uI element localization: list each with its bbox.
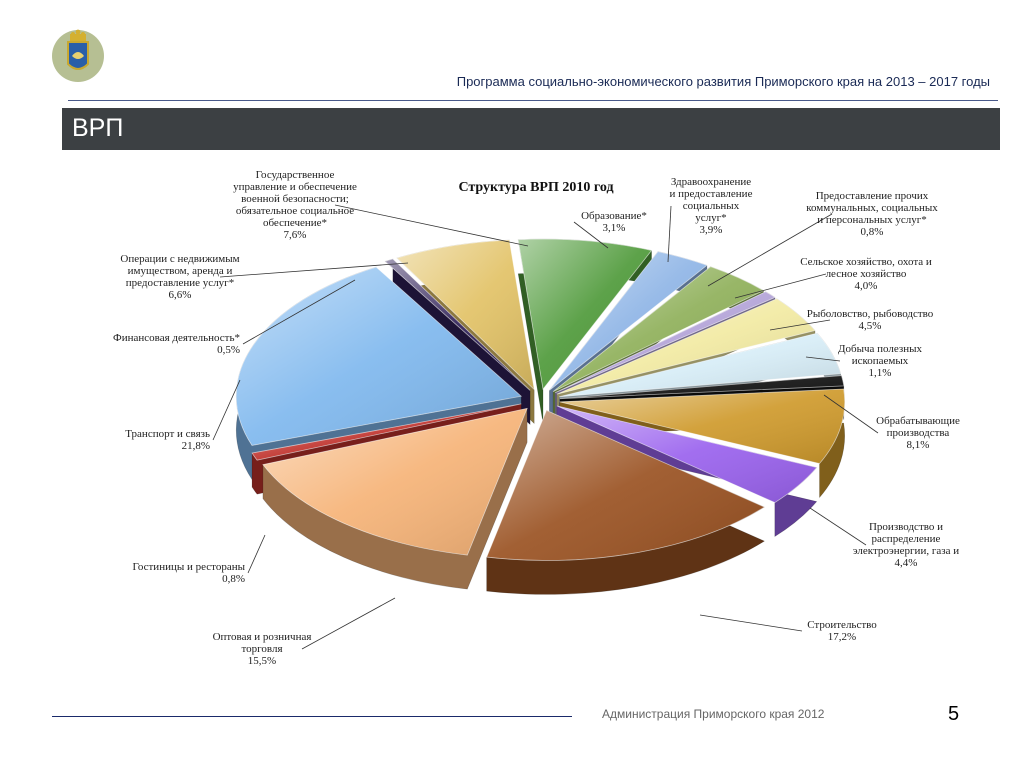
slice-label-5: Рыболовство, рыбоводство 4,5%	[807, 308, 934, 332]
header-divider	[68, 100, 998, 101]
leader-line-0	[334, 204, 529, 247]
leader-lines	[212, 204, 879, 650]
pie-slice-sheen-14	[396, 240, 535, 390]
slice-label-14: Операции с недвижимым имуществом, аренда …	[120, 253, 239, 301]
pie-slice-sheen-0	[518, 239, 652, 390]
pie-slice-sheen-7	[559, 389, 845, 464]
slice-label-2: Здравоохранение и предоставление социальны…	[670, 176, 753, 236]
leader-line-3	[707, 213, 833, 287]
leader-line-8	[809, 507, 867, 546]
program-title: Программа социально-экономического разви…	[456, 74, 990, 89]
footer-organization: Администрация Приморского края 2012	[602, 707, 825, 721]
leader-line-12	[212, 379, 241, 441]
leader-line-1	[573, 221, 609, 249]
pie-slice-sheen-9	[486, 410, 765, 561]
pie-slice-sheen-3	[555, 291, 776, 393]
pie-slice-sheen-8	[556, 405, 817, 503]
page-number: 5	[948, 703, 960, 725]
pie-slice-sheen-4	[556, 298, 816, 395]
leader-line-14	[219, 262, 409, 278]
banner-title: ВРП	[72, 114, 124, 142]
slice-label-7: Обрабатывающие производства 8,1%	[876, 415, 960, 451]
leader-line-4	[734, 273, 827, 299]
leader-line-2	[667, 205, 672, 263]
slice-label-4: Сельское хозяйство, охота и лесное хозяйс…	[800, 256, 932, 292]
pie-slice-sheen-13	[385, 258, 531, 391]
slice-label-10: Оптовая и розничная торговля 15,5%	[213, 631, 312, 667]
leader-line-11	[247, 534, 266, 574]
pie-slice-sheen-11	[252, 403, 522, 461]
slice-label-1: Образование* 3,1%	[581, 210, 647, 234]
slice-label-6: Добыча полезных ископаемых 1,1%	[838, 343, 923, 379]
slice-label-11: Гостиницы и рестораны 0,8%	[132, 561, 245, 585]
slice-label-12: Транспорт и связь 21,8%	[125, 428, 210, 452]
slice-label-13: Финансовая деятельность* 0,5%	[113, 332, 240, 356]
pie-slice-sheen-2	[553, 266, 764, 392]
section-banner: ВРП	[62, 108, 1000, 150]
leader-line-10	[301, 597, 396, 650]
pie-slice-sheen-6	[559, 375, 844, 399]
slice-labels: Государственное управление и обеспечение в…	[113, 169, 960, 667]
pie-slice-sheen-1	[549, 251, 707, 391]
leader-line-7	[823, 394, 879, 434]
pie-tops	[235, 238, 846, 561]
pie-slice-sheen-12	[236, 267, 522, 446]
footer-divider	[52, 716, 572, 717]
slice-label-9: Строительство 17,2%	[807, 619, 877, 643]
coat-of-arms-icon	[52, 29, 104, 82]
leader-line-6	[805, 356, 841, 362]
slice-label-8: Производство и распределение электроэнерги…	[853, 521, 959, 569]
pie-slice-sheen-10	[262, 408, 528, 556]
leader-line-13	[242, 279, 356, 345]
chart-title: Структура ВРП 2010 год	[458, 180, 613, 195]
leader-line-5	[769, 319, 831, 331]
slice-label-0: Государственное управление и обеспечение в…	[233, 169, 357, 241]
pie-slice-sheen-5	[559, 333, 841, 397]
slice-label-3: Предоставление прочих коммунальных, социа…	[806, 190, 938, 238]
leader-line-9	[699, 614, 803, 632]
